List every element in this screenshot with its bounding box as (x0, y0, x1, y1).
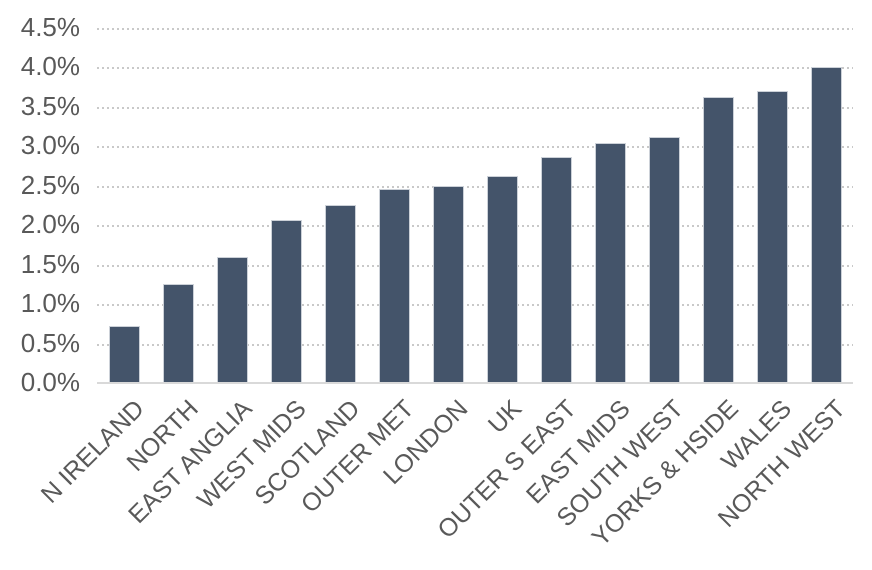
gridline (97, 185, 853, 188)
y-axis-tick-label: 2.5% (20, 169, 80, 200)
gridline (97, 28, 853, 30)
gridline (97, 106, 853, 109)
bar-slot (475, 28, 529, 383)
gridline (97, 304, 853, 307)
plot-area (97, 28, 853, 383)
bar-north-west (811, 68, 841, 383)
bar-slot (259, 28, 313, 383)
bar-slot (637, 28, 691, 383)
x-axis-category-label: UK (483, 394, 528, 439)
y-axis-tick-label: 3.5% (20, 90, 80, 121)
bar-london (433, 187, 463, 383)
bar-east-mids (595, 143, 625, 383)
bar-slot (151, 28, 205, 383)
y-axis-tick-label: 2.0% (20, 209, 80, 240)
bar-slot (313, 28, 367, 383)
gridline (97, 146, 853, 149)
bar-outer-met (379, 189, 409, 383)
bar-series (97, 28, 853, 383)
bar-outer-s-east (541, 158, 571, 383)
bar-slot (97, 28, 151, 383)
bar-east-anglia (217, 258, 247, 383)
bar-slot (583, 28, 637, 383)
bar-slot (799, 28, 853, 383)
bar-scotland (325, 206, 355, 383)
bar-slot (205, 28, 259, 383)
x-axis-line (97, 382, 853, 384)
bar-slot (421, 28, 475, 383)
y-axis-tick-label: 1.0% (20, 288, 80, 319)
bar-slot (745, 28, 799, 383)
bar-yorks-hside (703, 98, 733, 383)
bar-south-west (649, 137, 679, 383)
gridline (97, 264, 853, 267)
gridline (97, 343, 853, 346)
y-axis-tick-label: 0.5% (20, 327, 80, 358)
y-axis-tick-label: 1.5% (20, 248, 80, 279)
y-axis-tick-label: 4.0% (20, 51, 80, 82)
bar-slot (529, 28, 583, 383)
bar-north (163, 285, 193, 383)
y-axis-tick-label: 3.0% (20, 130, 80, 161)
gridline (97, 225, 853, 228)
y-axis-tick-label: 4.5% (20, 11, 80, 42)
bar-slot (691, 28, 745, 383)
y-axis-tick-label: 0.0% (20, 366, 80, 397)
bar-wales (757, 91, 787, 383)
bar-n-ireland (109, 327, 139, 383)
bar-uk (487, 177, 517, 383)
bar-west-mids (271, 220, 301, 383)
gridline (97, 67, 853, 70)
bar-slot (367, 28, 421, 383)
